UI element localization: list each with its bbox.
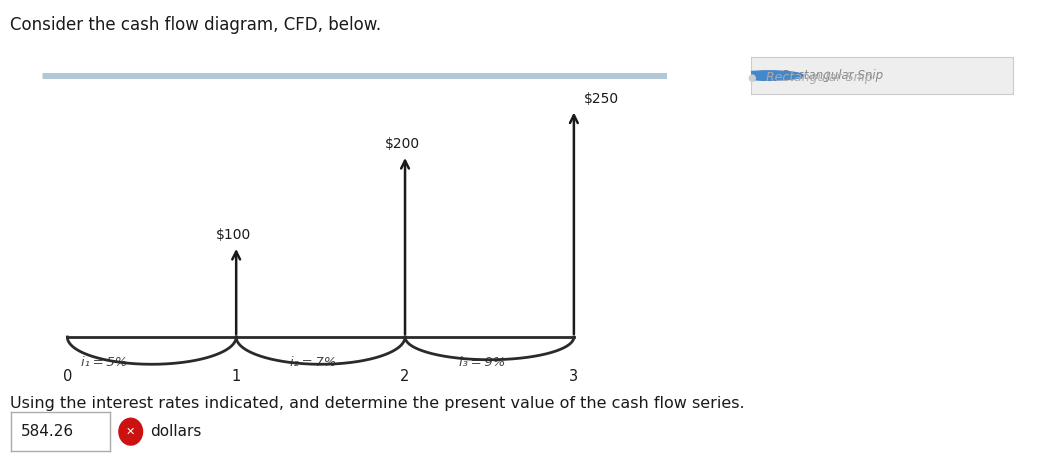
Text: dollars: dollars [150,424,202,439]
Text: $250: $250 [584,92,620,106]
Text: 584.26: 584.26 [21,424,74,439]
Text: 2: 2 [400,369,410,384]
Text: 0: 0 [63,369,72,384]
Text: ✕: ✕ [126,427,135,436]
Text: $100: $100 [216,229,251,242]
Circle shape [119,418,143,445]
Text: i₃ = 9%: i₃ = 9% [459,356,505,369]
Text: Using the interest rates indicated, and determine the present value of the cash : Using the interest rates indicated, and … [10,396,746,411]
Text: Rectangular Snip: Rectangular Snip [766,71,874,84]
Circle shape [735,71,803,80]
Text: i₁ = 5%: i₁ = 5% [81,356,127,369]
Text: ●: ● [748,73,756,83]
Text: $200: $200 [384,137,420,152]
Text: i₂ = 7%: i₂ = 7% [290,356,337,369]
Text: 3: 3 [569,369,579,384]
Text: Rectangular Snip: Rectangular Snip [782,69,883,82]
Text: 1: 1 [232,369,240,384]
Text: Consider the cash flow diagram, CFD, below.: Consider the cash flow diagram, CFD, bel… [10,16,381,34]
